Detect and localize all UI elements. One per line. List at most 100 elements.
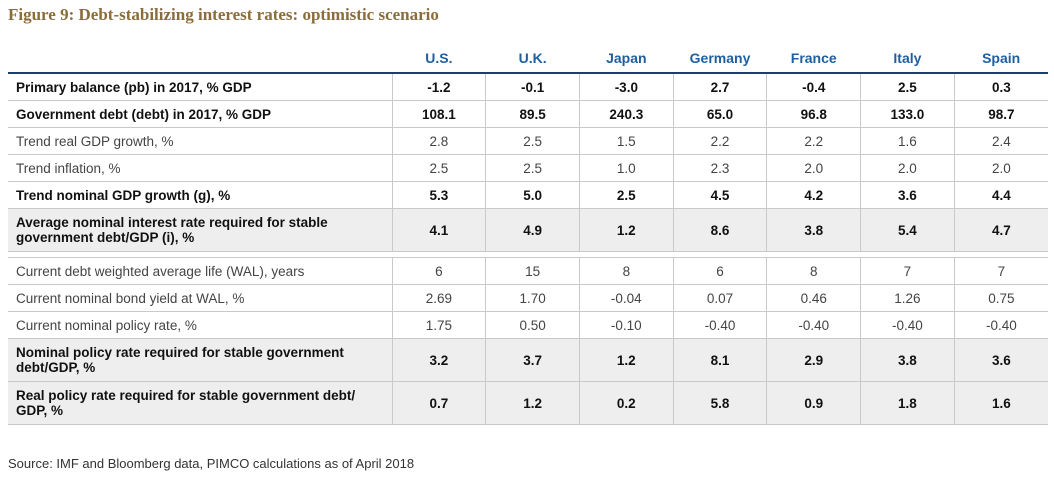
section-divider-cell xyxy=(8,251,1048,258)
table-row: Trend real GDP growth, % 2.8 2.5 1.5 2.2 2.2 1… xyxy=(8,127,1048,155)
column-header: U.S. xyxy=(425,50,453,66)
column-header: Germany xyxy=(689,50,751,66)
row-label: Current nominal bond yield at WAL, % xyxy=(8,284,393,312)
table-row: Primary balance (pb) in 2017, % GDP -1.2-… xyxy=(8,72,1048,101)
value-cell: 2.0 xyxy=(766,154,861,182)
header-blank xyxy=(8,44,392,73)
value-cell: 8.1 xyxy=(672,338,767,382)
value-cell: -0.4 xyxy=(766,72,861,101)
value-cell: 96.8 xyxy=(766,100,861,128)
value-cell: 2.5 xyxy=(860,72,955,101)
value-cell: 0.2 xyxy=(578,381,674,425)
value-cell: 0.50 xyxy=(485,311,580,339)
value-cell: 1.6 xyxy=(953,381,1048,425)
value-cell: 4.7 xyxy=(953,208,1048,252)
value-cell: 2.0 xyxy=(953,154,1048,182)
value-cell: 240.3 xyxy=(578,100,674,128)
value-cell: 2.5 xyxy=(485,154,580,182)
value-cell: 89.5 xyxy=(485,100,580,128)
header-row: U.S. U.K. Japan Germany France Italy Spa… xyxy=(8,44,1048,73)
table-row: Average nominal interest rate required f… xyxy=(8,208,1048,252)
value-cell: 8 xyxy=(578,257,674,285)
value-cell: 108.1 xyxy=(391,100,486,128)
row-label: Average nominal interest rate required f… xyxy=(8,208,393,252)
row-label: Nominal policy rate required for stable … xyxy=(8,338,393,382)
source-note: Source: IMF and Bloomberg data, PIMCO ca… xyxy=(8,456,415,471)
value-cell: 1.8 xyxy=(860,381,955,425)
table-row: Current debt weighted average life (WAL)… xyxy=(8,257,1048,285)
value-cell: 5.4 xyxy=(860,208,955,252)
value-cell: 2.0 xyxy=(860,154,955,182)
value-cell: 3.8 xyxy=(766,208,861,252)
value-cell: 15 xyxy=(485,257,580,285)
value-cell: 2.69 xyxy=(391,284,486,312)
column-header: Spain xyxy=(982,50,1021,66)
value-cell: -0.40 xyxy=(766,311,861,339)
value-cell: 4.9 xyxy=(485,208,580,252)
row-label: Primary balance (pb) in 2017, % GDP xyxy=(8,72,393,101)
value-cell: 6 xyxy=(391,257,486,285)
value-cell: 1.26 xyxy=(860,284,955,312)
column-header: Italy xyxy=(893,50,922,66)
table-row: Real policy rate required for stable gov… xyxy=(8,381,1048,425)
value-cell: 0.3 xyxy=(953,72,1048,101)
value-cell: 2.5 xyxy=(485,127,580,155)
value-cell: 5.8 xyxy=(672,381,767,425)
value-cell: 1.2 xyxy=(485,381,580,425)
value-cell: 3.7 xyxy=(485,338,580,382)
value-cell: 2.5 xyxy=(578,181,674,209)
value-cell: 1.75 xyxy=(391,311,486,339)
table-row: Current nominal policy rate, % 1.75 0.50 -0… xyxy=(8,311,1048,339)
value-cell: -3.0 xyxy=(578,72,674,101)
value-cell: 0.46 xyxy=(766,284,861,312)
value-cell: 1.2 xyxy=(578,208,674,252)
value-cell: 4.1 xyxy=(391,208,486,252)
value-cell: 4.5 xyxy=(672,181,767,209)
value-cell: 5.3 xyxy=(391,181,486,209)
value-cell: 8.6 xyxy=(672,208,767,252)
value-cell: 1.5 xyxy=(578,127,674,155)
table-row: Nominal policy rate required for stable … xyxy=(8,338,1048,382)
value-cell: 3.6 xyxy=(860,181,955,209)
value-cell: -0.04 xyxy=(578,284,674,312)
column-header: U.K. xyxy=(518,50,547,66)
value-cell: 1.0 xyxy=(578,154,674,182)
value-cell: 5.0 xyxy=(485,181,580,209)
figure-title: Figure 9: Debt-stabilizing interest rate… xyxy=(8,5,439,24)
value-cell: -0.1 xyxy=(485,72,580,101)
value-cell: 1.70 xyxy=(485,284,580,312)
table-row: Trend inflation, % 2.5 2.5 1.0 2.3 2.0 2.0 2.0 xyxy=(8,154,1048,182)
value-cell: -0.40 xyxy=(953,311,1048,339)
column-header: France xyxy=(790,50,837,66)
value-cell: 2.5 xyxy=(391,154,486,182)
value-cell: 2.8 xyxy=(391,127,486,155)
table-row: Government debt (debt) in 2017, % GDP 108… xyxy=(8,100,1048,128)
value-cell: 0.07 xyxy=(672,284,767,312)
row-label: Current debt weighted average life (WAL)… xyxy=(8,257,393,285)
value-cell: 2.2 xyxy=(672,127,767,155)
value-cell: 0.75 xyxy=(953,284,1048,312)
value-cell: 4.4 xyxy=(953,181,1048,209)
table-row: Current nominal bond yield at WAL, % 2.69… xyxy=(8,284,1048,312)
row-label: Current nominal policy rate, % xyxy=(8,311,393,339)
value-cell: 8 xyxy=(766,257,861,285)
data-table: U.S. U.K. Japan Germany France Italy Spa… xyxy=(8,44,1048,425)
row-label: Trend inflation, % xyxy=(8,154,393,182)
row-label: Trend nominal GDP growth (g), % xyxy=(8,181,393,209)
value-cell: 2.4 xyxy=(953,127,1048,155)
value-cell: 0.7 xyxy=(391,381,486,425)
value-cell: 1.6 xyxy=(860,127,955,155)
value-cell: 2.3 xyxy=(672,154,767,182)
value-cell: 7 xyxy=(953,257,1048,285)
row-label: Trend real GDP growth, % xyxy=(8,127,393,155)
value-cell: 6 xyxy=(672,257,767,285)
value-cell: 133.0 xyxy=(860,100,955,128)
value-cell: 0.9 xyxy=(766,381,861,425)
row-label: Government debt (debt) in 2017, % GDP xyxy=(8,100,393,128)
value-cell: 3.6 xyxy=(953,338,1048,382)
value-cell: 2.7 xyxy=(672,72,767,101)
value-cell: 3.2 xyxy=(391,338,486,382)
column-header: Japan xyxy=(606,50,647,66)
value-cell: -0.10 xyxy=(578,311,674,339)
value-cell: 4.2 xyxy=(766,181,861,209)
